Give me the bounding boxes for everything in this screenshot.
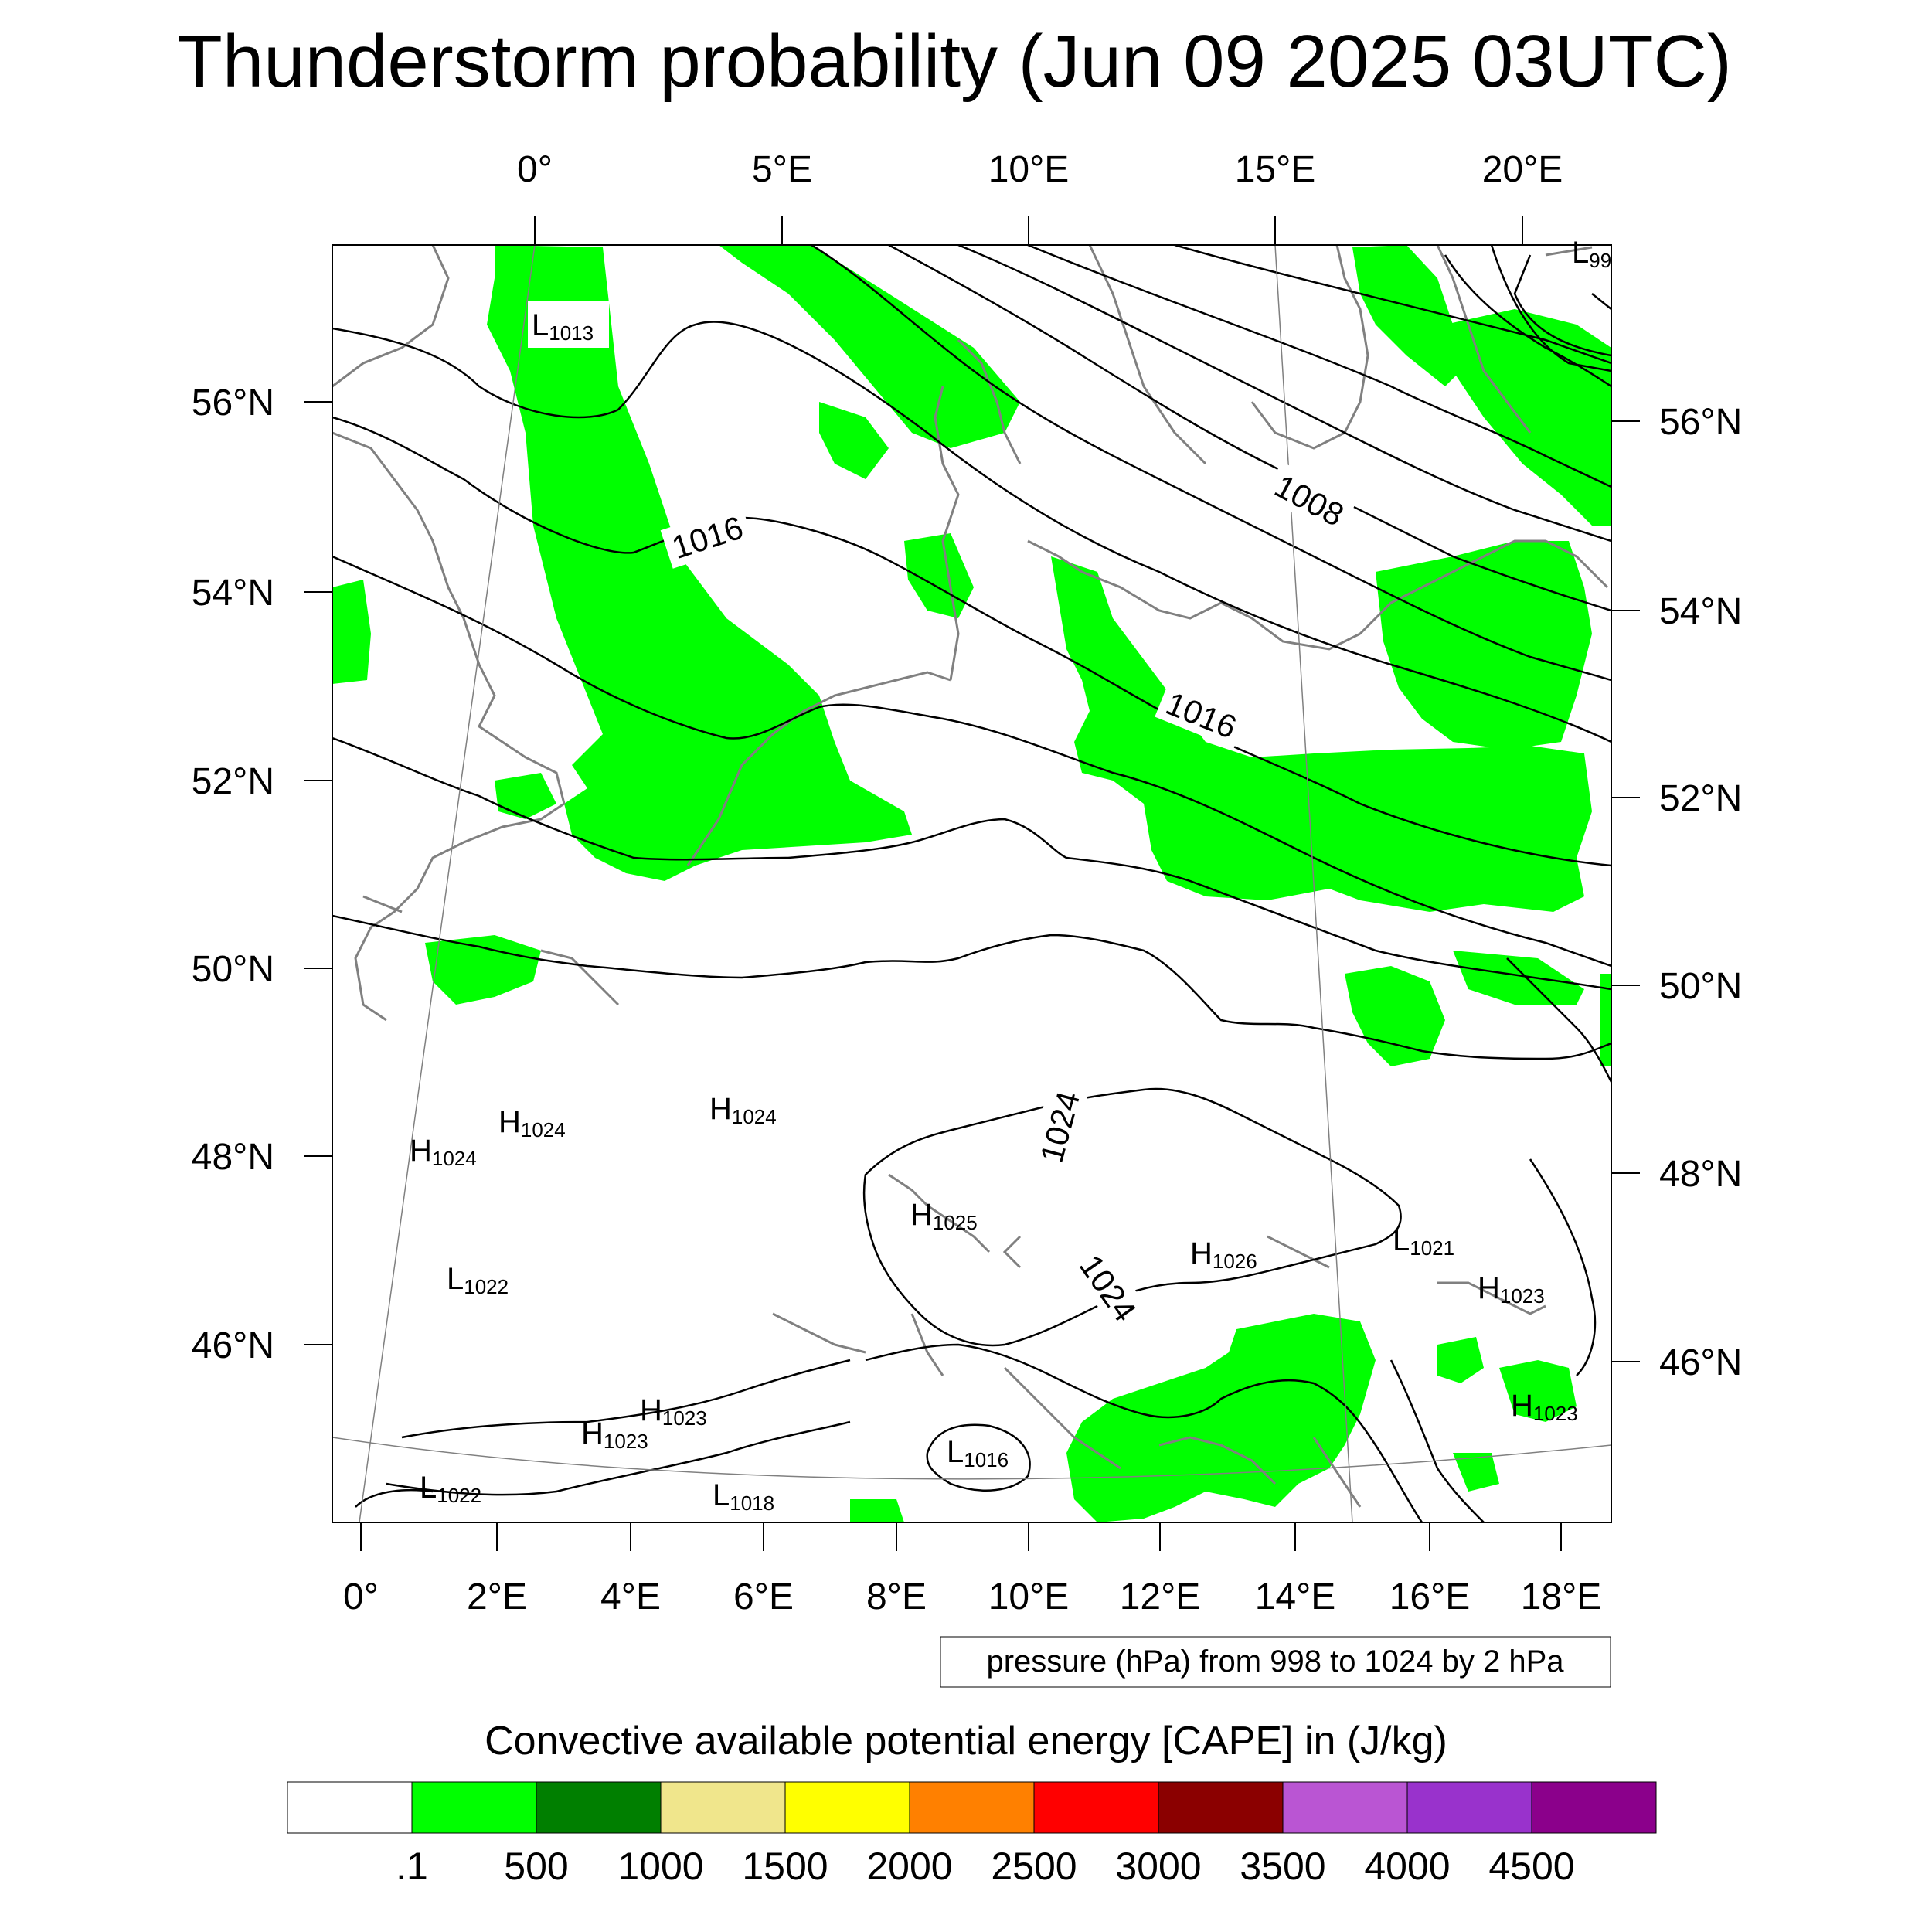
cape-area-northsea xyxy=(487,245,912,881)
tick-label: 15°E xyxy=(1235,149,1316,190)
contour-info-text: pressure (hPa) from 998 to 1024 by 2 hPa xyxy=(986,1645,1564,1679)
tick-label: 12°E xyxy=(1120,1577,1201,1617)
tick-label: 6°E xyxy=(733,1577,794,1617)
cape-area-slovakia xyxy=(1453,951,1584,1005)
top-lon-labels: 0° 5°E 10°E 15°E 20°E xyxy=(517,149,1563,190)
tick-label: 4°E xyxy=(600,1577,661,1617)
graticule xyxy=(332,245,1611,1522)
cape-area-balkans xyxy=(1499,1360,1577,1422)
isobars xyxy=(332,245,1611,1522)
cape-area-eng xyxy=(495,773,556,819)
pressure-center-label: L1021 xyxy=(1393,1223,1454,1260)
colorbar-box xyxy=(909,1781,1035,1834)
tick-label: 50°N xyxy=(1659,966,1742,1007)
tick-label: 56°N xyxy=(1659,402,1742,443)
colorbar-box xyxy=(1406,1781,1532,1834)
map-frame xyxy=(332,244,1612,1523)
cape-area-baltic xyxy=(1352,245,1468,386)
tick-label: 52°N xyxy=(1659,778,1742,819)
colorbar-boxes xyxy=(287,1781,1657,1834)
colorbar-box xyxy=(660,1781,786,1834)
colorbar-box xyxy=(784,1781,910,1834)
pressure-center-label: L1022 xyxy=(447,1262,509,1298)
tick-label: 50°N xyxy=(192,949,274,990)
colorbar-label: 1000 xyxy=(617,1845,703,1888)
colorbar-title: Convective available potential energy [C… xyxy=(485,1719,1447,1764)
cape-area-channel xyxy=(425,935,541,1005)
colorbar-box xyxy=(1282,1781,1408,1834)
colorbar-label: 1500 xyxy=(742,1845,828,1888)
cape-area-poland xyxy=(1376,541,1592,750)
colorbar-label: 4000 xyxy=(1364,1845,1450,1888)
cape-area-hungary xyxy=(1437,1337,1484,1383)
tick-label: 16°E xyxy=(1389,1577,1471,1617)
tick-label: 18°E xyxy=(1521,1577,1602,1617)
tick-label: 8°E xyxy=(866,1577,927,1617)
cape-area-west xyxy=(332,580,371,684)
colorbar-box xyxy=(1033,1781,1159,1834)
left-lat-labels: 56°N 54°N 52°N 50°N 48°N 46°N xyxy=(192,383,274,1366)
cape-area-denmark xyxy=(719,245,1020,448)
tick-label: 2°E xyxy=(467,1577,527,1617)
tick-label: 54°N xyxy=(192,573,274,614)
coastlines xyxy=(332,245,1609,1508)
tick-label: 56°N xyxy=(192,383,274,423)
colorbar-label: 4500 xyxy=(1488,1845,1574,1888)
right-lat-labels: 56°N 54°N 52°N 50°N 48°N 46°N xyxy=(1659,402,1742,1383)
tick-label: 5°E xyxy=(752,149,812,190)
pressure-center-label: L99 xyxy=(1572,236,1611,272)
tick-label: 14°E xyxy=(1255,1577,1336,1617)
colorbar-label: 2500 xyxy=(991,1845,1077,1888)
colorbar-label: 3500 xyxy=(1240,1845,1325,1888)
tick-label: 48°N xyxy=(192,1137,274,1178)
tick-label: 46°N xyxy=(192,1325,274,1366)
cape-area-se xyxy=(1453,1453,1499,1492)
map-panel: 0° 5°E 10°E 15°E 20°E 0° 2°E 4°E 6°E 8°E… xyxy=(192,149,1743,1617)
tick-label: 10°E xyxy=(988,1577,1070,1617)
cape-area-czech xyxy=(1345,966,1445,1066)
map-ticks xyxy=(304,216,1640,1551)
cape-area-east-edge xyxy=(1600,974,1611,1066)
tick-label: 10°E xyxy=(988,149,1070,190)
colorbar-box xyxy=(411,1781,537,1834)
colorbar-box xyxy=(1531,1781,1657,1834)
colorbar-label: 3000 xyxy=(1115,1845,1201,1888)
tick-label: 52°N xyxy=(192,761,274,802)
cape-area-jutland xyxy=(819,402,889,479)
tick-label: 48°N xyxy=(1659,1154,1742,1195)
tick-label: 54°N xyxy=(1659,591,1742,632)
colorbar-labels: .1 500 1000 1500 2000 2500 3000 3500 4000 4500 xyxy=(396,1845,1574,1888)
colorbar-label: .1 xyxy=(396,1845,428,1888)
contour-info-box: pressure (hPa) from 998 to 1024 by 2 hPa xyxy=(940,1636,1611,1688)
colorbar: Convective available potential energy [C… xyxy=(287,1719,1657,1888)
bottom-lon-labels: 0° 2°E 4°E 6°E 8°E 10°E 12°E 14°E 16°E 1… xyxy=(343,1577,1601,1617)
page-title: Thunderstorm probability (Jun 09 2025 03… xyxy=(177,20,1732,103)
cape-area-s xyxy=(850,1499,904,1522)
colorbar-label: 500 xyxy=(504,1845,568,1888)
colorbar-box xyxy=(1158,1781,1284,1834)
cape-area-germany xyxy=(1051,556,1592,912)
colorbar-box xyxy=(536,1781,662,1834)
tick-label: 0° xyxy=(343,1577,379,1617)
tick-label: 46°N xyxy=(1659,1342,1742,1383)
colorbar-box xyxy=(287,1781,413,1834)
tick-label: 0° xyxy=(517,149,553,190)
tick-label: 20°E xyxy=(1482,149,1563,190)
colorbar-label: 2000 xyxy=(866,1845,952,1888)
